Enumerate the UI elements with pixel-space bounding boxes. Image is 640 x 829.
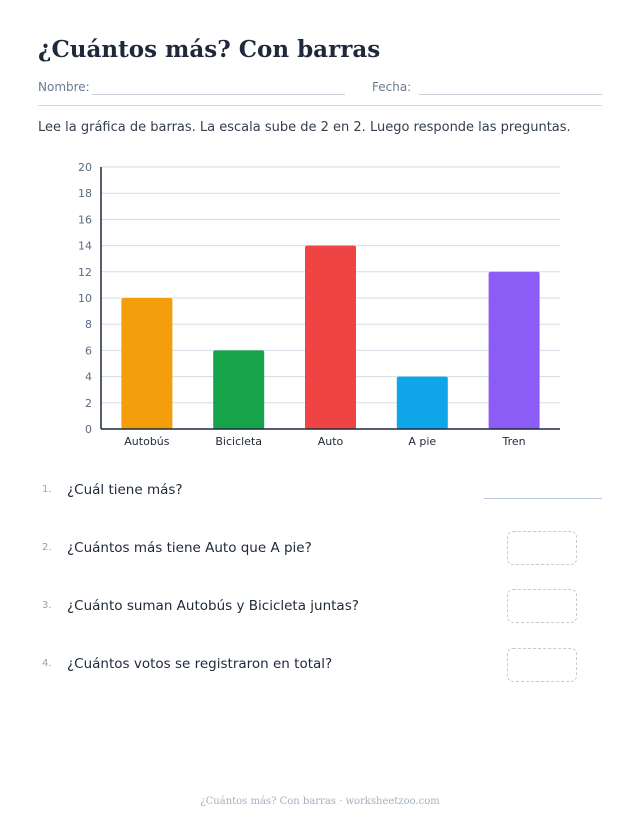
answer-box[interactable] bbox=[507, 648, 577, 682]
y-tick-label: 12 bbox=[78, 266, 92, 279]
question-number: 2. bbox=[42, 542, 52, 553]
y-tick-label: 16 bbox=[78, 213, 92, 226]
question-number: 3. bbox=[42, 600, 52, 611]
question-text: ¿Cuántos más tiene Auto que A pie? bbox=[67, 540, 312, 556]
question-text: ¿Cuál tiene más? bbox=[67, 482, 183, 498]
bar-chart: 0 2 4 6 8 10 12 14 16 18 20 Autobús Bicicleta Auto A p… bbox=[78, 161, 560, 448]
y-tick-label: 6 bbox=[85, 344, 92, 357]
y-tick-label: 2 bbox=[85, 397, 92, 410]
y-tick-label: 8 bbox=[85, 318, 92, 331]
y-tick-label: 4 bbox=[85, 371, 92, 384]
bar bbox=[305, 245, 356, 429]
bar bbox=[121, 298, 173, 429]
footer: ¿Cuántos más? Con barras · worksheetzoo.… bbox=[200, 796, 440, 807]
bar bbox=[213, 350, 265, 429]
answer-box[interactable] bbox=[507, 531, 577, 565]
x-tick-label: Auto bbox=[318, 435, 344, 448]
y-tick-label: 18 bbox=[78, 187, 92, 200]
x-tick-label: Autobús bbox=[124, 435, 169, 448]
x-tick-label: Bicicleta bbox=[215, 435, 262, 448]
question-number: 4. bbox=[42, 658, 52, 669]
y-tick-label: 20 bbox=[78, 161, 92, 174]
question-number: 1. bbox=[42, 484, 52, 495]
y-tick-label: 14 bbox=[78, 240, 92, 253]
header-divider bbox=[38, 105, 602, 106]
bar bbox=[396, 376, 448, 429]
name-label: Nombre: bbox=[38, 80, 90, 94]
y-tick-label: 10 bbox=[78, 292, 92, 305]
y-tick-label: 0 bbox=[85, 423, 92, 436]
instructions: Lee la gráfica de barras. La escala sube… bbox=[38, 120, 571, 135]
question-text: ¿Cuánto suman Autobús y Bicicleta juntas… bbox=[67, 598, 359, 614]
date-field[interactable] bbox=[419, 94, 602, 95]
page-title: ¿Cuántos más? Con barras bbox=[38, 36, 381, 63]
answer-line[interactable] bbox=[484, 498, 602, 499]
name-field[interactable] bbox=[92, 94, 345, 95]
date-label: Fecha: bbox=[372, 80, 412, 94]
answer-box[interactable] bbox=[507, 589, 577, 623]
x-tick-label: Tren bbox=[502, 435, 526, 448]
x-tick-label: A pie bbox=[408, 435, 436, 448]
question-text: ¿Cuántos votos se registraron en total? bbox=[67, 656, 333, 672]
bar bbox=[488, 271, 540, 429]
